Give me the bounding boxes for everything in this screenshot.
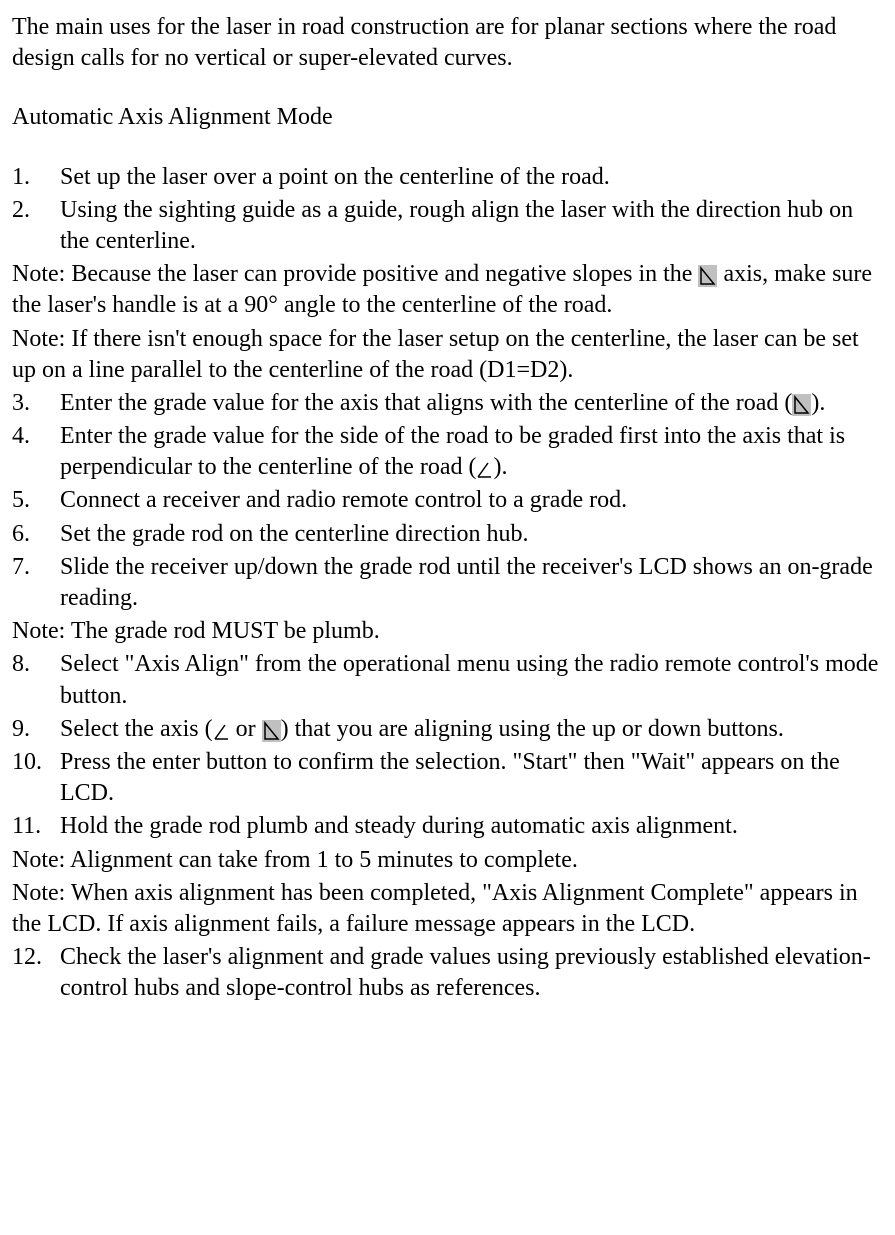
note-2: Note: If there isn't enough space for th… (12, 324, 883, 386)
step-number: 5. (12, 485, 60, 516)
angle-icon (213, 722, 230, 742)
step-number: 10. (12, 747, 60, 809)
step-text: Set the grade rod on the centerline dire… (60, 519, 883, 550)
angle-icon (262, 720, 281, 742)
note-1: Note: Because the laser can provide posi… (12, 259, 883, 321)
note-5: Note: When axis alignment has been compl… (12, 878, 883, 940)
note-text-pre: Note: Because the laser can provide posi… (12, 261, 698, 287)
step-number: 9. (12, 714, 60, 745)
step-3: 3. Enter the grade value for the axis th… (12, 388, 883, 419)
note-4: Note: Alignment can take from 1 to 5 min… (12, 845, 883, 876)
step-text: Press the enter button to confirm the se… (60, 747, 883, 809)
step-6: 6. Set the grade rod on the centerline d… (12, 519, 883, 550)
note-3: Note: The grade rod MUST be plumb. (12, 616, 883, 647)
angle-icon (698, 265, 717, 287)
step-text: Using the sighting guide as a guide, rou… (60, 195, 883, 257)
step-text-post: ). (811, 390, 825, 416)
step-4: 4. Enter the grade value for the side of… (12, 421, 883, 483)
step-text-post: ). (493, 454, 507, 480)
step-number: 6. (12, 519, 60, 550)
step-number: 7. (12, 552, 60, 614)
step-text-pre: Enter the grade value for the side of th… (60, 423, 845, 480)
step-10: 10. Press the enter button to confirm th… (12, 747, 883, 809)
step-9: 9. Select the axis ( or ) that you are a… (12, 714, 883, 745)
step-1: 1. Set up the laser over a point on the … (12, 162, 883, 193)
step-number: 12. (12, 942, 60, 1004)
step-text: Enter the grade value for the axis that … (60, 388, 883, 419)
step-12: 12. Check the laser's alignment and grad… (12, 942, 883, 1004)
step-7: 7. Slide the receiver up/down the grade … (12, 552, 883, 614)
angle-icon (792, 394, 811, 416)
step-text: Hold the grade rod plumb and steady duri… (60, 811, 883, 842)
step-text: Enter the grade value for the side of th… (60, 421, 883, 483)
step-text: Set up the laser over a point on the cen… (60, 162, 883, 193)
step-11: 11. Hold the grade rod plumb and steady … (12, 811, 883, 842)
step-text: Check the laser's alignment and grade va… (60, 942, 883, 1004)
step-text: Connect a receiver and radio remote cont… (60, 485, 883, 516)
step-number: 8. (12, 649, 60, 711)
step-text-pre: Enter the grade value for the axis that … (60, 390, 792, 416)
section-heading: Automatic Axis Alignment Mode (12, 102, 883, 133)
step-number: 4. (12, 421, 60, 483)
step-text: Select the axis ( or ) that you are alig… (60, 714, 883, 745)
step-text: Select "Axis Align" from the operational… (60, 649, 883, 711)
step-5: 5. Connect a receiver and radio remote c… (12, 485, 883, 516)
step-number: 1. (12, 162, 60, 193)
step-text-mid: or (230, 716, 262, 742)
angle-icon (476, 460, 493, 480)
step-8: 8. Select "Axis Align" from the operatio… (12, 649, 883, 711)
step-text-post: ) that you are aligning using the up or … (281, 716, 784, 742)
intro-text: The main uses for the laser in road cons… (12, 12, 883, 74)
step-number: 11. (12, 811, 60, 842)
step-number: 3. (12, 388, 60, 419)
step-text-pre: Select the axis ( (60, 716, 213, 742)
step-text: Slide the receiver up/down the grade rod… (60, 552, 883, 614)
step-number: 2. (12, 195, 60, 257)
step-2: 2. Using the sighting guide as a guide, … (12, 195, 883, 257)
